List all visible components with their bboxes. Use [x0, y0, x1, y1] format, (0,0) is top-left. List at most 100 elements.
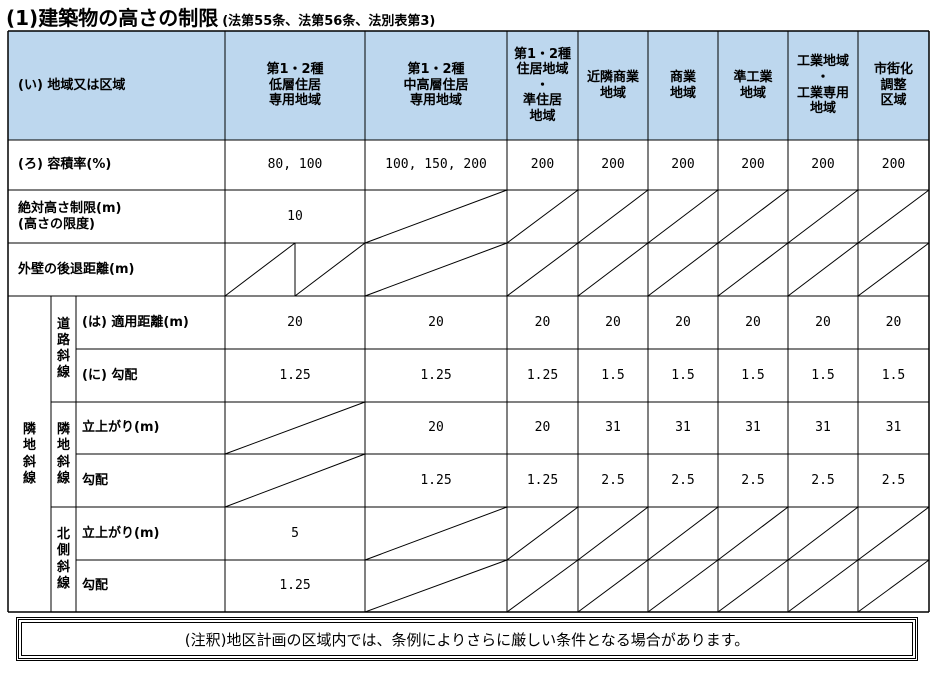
- cell-road_grad-2: 1.25: [507, 349, 578, 402]
- cell-adj_rise-6: 31: [788, 402, 858, 454]
- header-row: [8, 31, 929, 140]
- header-col-7: 市街化 調整 区域: [858, 31, 929, 140]
- cell-north_rise-0: 5: [225, 507, 365, 560]
- cell-adj_rise-7: 31: [858, 402, 929, 454]
- group-adjacent-slope-sub-text: 隣 地 斜 線: [56, 422, 70, 486]
- page-title: (1)建築物の高さの制限 (法第55条、法第56条、法別表第3): [6, 2, 435, 30]
- cell-road_grad-4: 1.5: [648, 349, 718, 402]
- cell-adj_grad-5-text: 2.5: [741, 472, 765, 488]
- header-col-5-text: 準工業 地域: [733, 69, 773, 101]
- cell-road_grad-7-text: 1.5: [881, 367, 906, 383]
- cell-adj_rise-1: 20: [365, 402, 507, 454]
- cell-road_dist-6-text: 20: [815, 314, 831, 330]
- cell-far-7-text: 200: [881, 157, 906, 173]
- row-label-setback-text: 外壁の後退距離(m): [18, 261, 135, 277]
- cell-adj_grad-1-text: 1.25: [420, 472, 452, 488]
- cell-adj_grad-2: 1.25: [507, 454, 578, 507]
- header-col-4: 商業 地域: [648, 31, 718, 140]
- header-col-2-text: 第1・2種 住居地域 ・ 準住居 地域: [513, 46, 572, 124]
- cell-adj_grad-6-text: 2.5: [811, 472, 835, 488]
- header-col-0-text: 第1・2種 低層住居 専用地域: [266, 62, 324, 109]
- group-adjacent-slope-text: 隣 地 斜 線: [22, 422, 36, 486]
- cell-far-5: 200: [718, 140, 788, 190]
- cell-far-0-text: 80, 100: [267, 157, 323, 173]
- cell-adj_rise-5-text: 31: [745, 420, 761, 436]
- row-label-road_dist-text: (は) 適用距離(m): [82, 314, 189, 330]
- cell-adj_rise-6-text: 31: [815, 420, 831, 436]
- group-road-slope-text: 道 路 斜 線: [56, 316, 70, 381]
- cell-road_dist-5-text: 20: [745, 314, 761, 330]
- row-label-road_dist: (は) 適用距離(m): [76, 296, 225, 349]
- cell-road_dist-7: 20: [858, 296, 929, 349]
- cell-road_dist-3-text: 20: [605, 314, 621, 330]
- cell-road_dist-0: 20: [225, 296, 365, 349]
- cell-abs_height-0-text: 10: [287, 208, 303, 224]
- header-col-7-text: 市街化 調整 区域: [873, 62, 913, 109]
- row-label-far-text: (ろ) 容積率(%): [18, 157, 112, 173]
- cell-adj_grad-4: 2.5: [648, 454, 718, 507]
- cell-adj_grad-7-text: 2.5: [881, 472, 906, 488]
- row-label-adj_rise: 立上がり(m): [76, 402, 225, 454]
- cell-road_grad-1-text: 1.25: [420, 367, 452, 383]
- row-label-north_rise-text: 立上がり(m): [82, 525, 160, 541]
- cell-road_grad-5-text: 1.5: [741, 367, 765, 383]
- cell-adj_rise-3: 31: [578, 402, 648, 454]
- cell-adj_rise-5: 31: [718, 402, 788, 454]
- cell-north_rise-0-text: 5: [291, 525, 299, 541]
- cell-adj_grad-6: 2.5: [788, 454, 858, 507]
- group-adjacent-slope-sub: 隣 地 斜 線: [51, 402, 76, 507]
- header-col-4-text: 商業 地域: [669, 69, 696, 101]
- header-col-3: 近隣商業 地域: [578, 31, 648, 140]
- cell-road_dist-1-text: 20: [428, 314, 444, 330]
- group-north-slope: 北 側 斜 線: [51, 507, 76, 612]
- cell-adj_grad-3-text: 2.5: [601, 472, 625, 488]
- header-col-6-text: 工業地域 ・ 工業専用 地域: [796, 54, 849, 117]
- header-col-0: 第1・2種 低層住居 専用地域: [225, 31, 365, 140]
- cell-adj_rise-7-text: 31: [885, 420, 902, 436]
- group-road-slope: 道 路 斜 線: [51, 296, 76, 402]
- cell-road_grad-1: 1.25: [365, 349, 507, 402]
- title-sub: (法第55条、法第56条、法別表第3): [222, 14, 436, 29]
- cell-abs_height-0: 10: [225, 190, 365, 243]
- cell-road_dist-3: 20: [578, 296, 648, 349]
- row-label-adj_rise-text: 立上がり(m): [82, 420, 160, 436]
- row-label-adj_grad: 勾配: [76, 454, 225, 507]
- header-col-2: 第1・2種 住居地域 ・ 準住居 地域: [507, 31, 578, 140]
- cell-road_grad-2-text: 1.25: [526, 367, 559, 383]
- group-north-slope-text: 北 側 斜 線: [56, 527, 70, 591]
- cell-far-0: 80, 100: [225, 140, 365, 190]
- cell-road_dist-2-text: 20: [534, 314, 551, 330]
- cell-far-1: 100, 150, 200: [365, 140, 507, 190]
- cell-road_grad-3-text: 1.5: [601, 367, 625, 383]
- cell-adj_rise-2-text: 20: [534, 420, 551, 436]
- cell-far-7: 200: [858, 140, 929, 190]
- cell-road_dist-7-text: 20: [885, 314, 902, 330]
- cell-road_grad-4-text: 1.5: [671, 367, 695, 383]
- cell-far-2: 200: [507, 140, 578, 190]
- row-label-road_grad: (に) 勾配: [76, 349, 225, 402]
- cell-far-5-text: 200: [741, 157, 765, 173]
- cell-far-6: 200: [788, 140, 858, 190]
- row-label-north_rise: 立上がり(m): [76, 507, 225, 560]
- title-main: (1)建築物の高さの制限: [6, 6, 219, 30]
- cell-adj_grad-3: 2.5: [578, 454, 648, 507]
- header-col-1: 第1・2種 中高層住居 専用地域: [365, 31, 507, 140]
- cell-far-3-text: 200: [601, 157, 625, 173]
- cell-road_dist-6: 20: [788, 296, 858, 349]
- cell-far-2-text: 200: [530, 157, 555, 173]
- row-label-far: (ろ) 容積率(%): [8, 140, 225, 190]
- row-label-abs_height: 絶対高さ制限(m) (高さの限度): [8, 190, 225, 243]
- row-label-north_grad-text: 勾配: [82, 578, 109, 594]
- cell-adj_grad-5: 2.5: [718, 454, 788, 507]
- cell-adj_grad-4-text: 2.5: [671, 472, 695, 488]
- cell-road_dist-5: 20: [718, 296, 788, 349]
- header-col-1-text: 第1・2種 中高層住居 専用地域: [403, 62, 469, 109]
- cell-road_grad-6: 1.5: [788, 349, 858, 402]
- cell-road_grad-7: 1.5: [858, 349, 929, 402]
- cell-adj_grad-1: 1.25: [365, 454, 507, 507]
- header-region-label: (い) 地域又は区域: [8, 31, 225, 140]
- header-col-5: 準工業 地域: [718, 31, 788, 140]
- header-col-6: 工業地域 ・ 工業専用 地域: [788, 31, 858, 140]
- row-label-adj_grad-text: 勾配: [82, 472, 109, 488]
- header-col-3-text: 近隣商業 地域: [586, 69, 639, 101]
